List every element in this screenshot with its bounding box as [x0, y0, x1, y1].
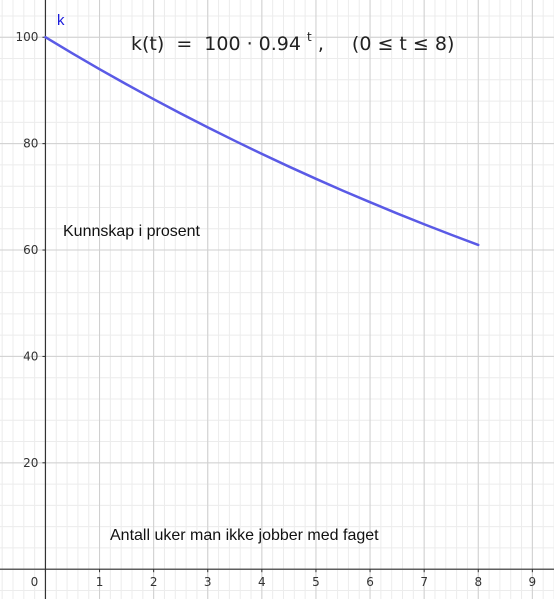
curve-layer — [44, 35, 480, 247]
x-tick-label: 2 — [150, 575, 158, 589]
y-tick-label: 60 — [23, 243, 38, 257]
formula-exponent: t — [307, 30, 312, 44]
x-tick-label: 4 — [258, 575, 266, 589]
y-axis-annotation: Kunnskap i prosent — [63, 223, 201, 240]
tick-labels: 0 1 2 3 4 5 6 7 8 9 20 40 60 80 100 — [16, 30, 537, 589]
x-tick-label: 8 — [474, 575, 482, 589]
x-tick-label: 5 — [312, 575, 320, 589]
y-tick-label: 40 — [23, 349, 38, 363]
x-tick-label: 0 — [31, 575, 39, 589]
x-tick-label: 9 — [529, 575, 537, 589]
formula-eq: = — [176, 33, 192, 55]
x-axis-annotation: Antall uker man ikke jobber med faget — [110, 527, 379, 544]
formula-text: k(t) = 100 · 0.94 t , (0 ≤ t ≤ 8) — [131, 24, 454, 55]
x-tick-label: 1 — [96, 575, 104, 589]
x-tick-label: 7 — [420, 575, 428, 589]
y-tick-label: 80 — [23, 137, 38, 151]
function-curve — [44, 35, 480, 247]
formula-domain: (0 ≤ t ≤ 8) — [352, 33, 454, 55]
formula-base: 100 · 0.94 — [204, 33, 301, 55]
y-tick-label: 100 — [16, 30, 39, 44]
formula-lhs: k(t) — [131, 33, 164, 55]
formula-separator: , — [318, 33, 324, 55]
y-tick-label: 20 — [23, 456, 38, 470]
function-name-label: k — [57, 12, 65, 29]
x-tick-label: 6 — [366, 575, 374, 589]
x-tick-label: 3 — [204, 575, 212, 589]
